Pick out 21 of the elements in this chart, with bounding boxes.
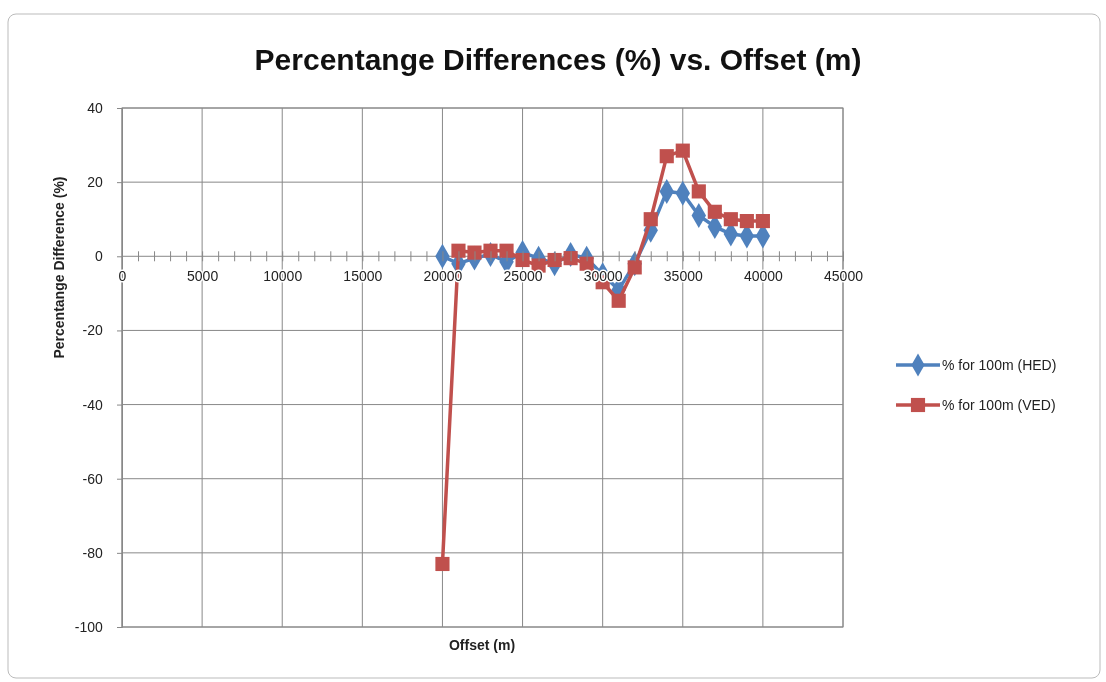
legend-label: % for 100m (VED) bbox=[942, 397, 1056, 413]
y-tick-label: -60 bbox=[82, 470, 104, 487]
x-tick-label: 15000 bbox=[343, 268, 383, 285]
y-tick-label: -40 bbox=[82, 396, 104, 413]
x-tick-label: 35000 bbox=[663, 268, 703, 285]
y-tick-label: 0 bbox=[95, 248, 103, 265]
y-tick-label: -20 bbox=[82, 322, 104, 339]
x-tick-label: 40000 bbox=[743, 268, 784, 285]
y-tick-label: -100 bbox=[74, 618, 103, 635]
y-tick-label: 40 bbox=[87, 99, 104, 116]
y-tick-label: 20 bbox=[87, 174, 104, 191]
x-tick-label: 45000 bbox=[824, 268, 864, 285]
y-axis-title: Percentange Difference (%) bbox=[51, 176, 67, 359]
x-tick-label: 25000 bbox=[503, 268, 543, 285]
y-tick-label: -80 bbox=[82, 544, 104, 561]
x-tick-label: 10000 bbox=[263, 268, 303, 285]
x-tick-label: 5000 bbox=[187, 268, 219, 285]
x-axis-title: Offset (m) bbox=[448, 637, 516, 653]
chart-title: Percentange Differences (%) vs. Offset (m) bbox=[254, 43, 862, 76]
x-tick-label: 0 bbox=[118, 268, 127, 285]
legend-label: % for 100m (HED) bbox=[942, 357, 1057, 373]
